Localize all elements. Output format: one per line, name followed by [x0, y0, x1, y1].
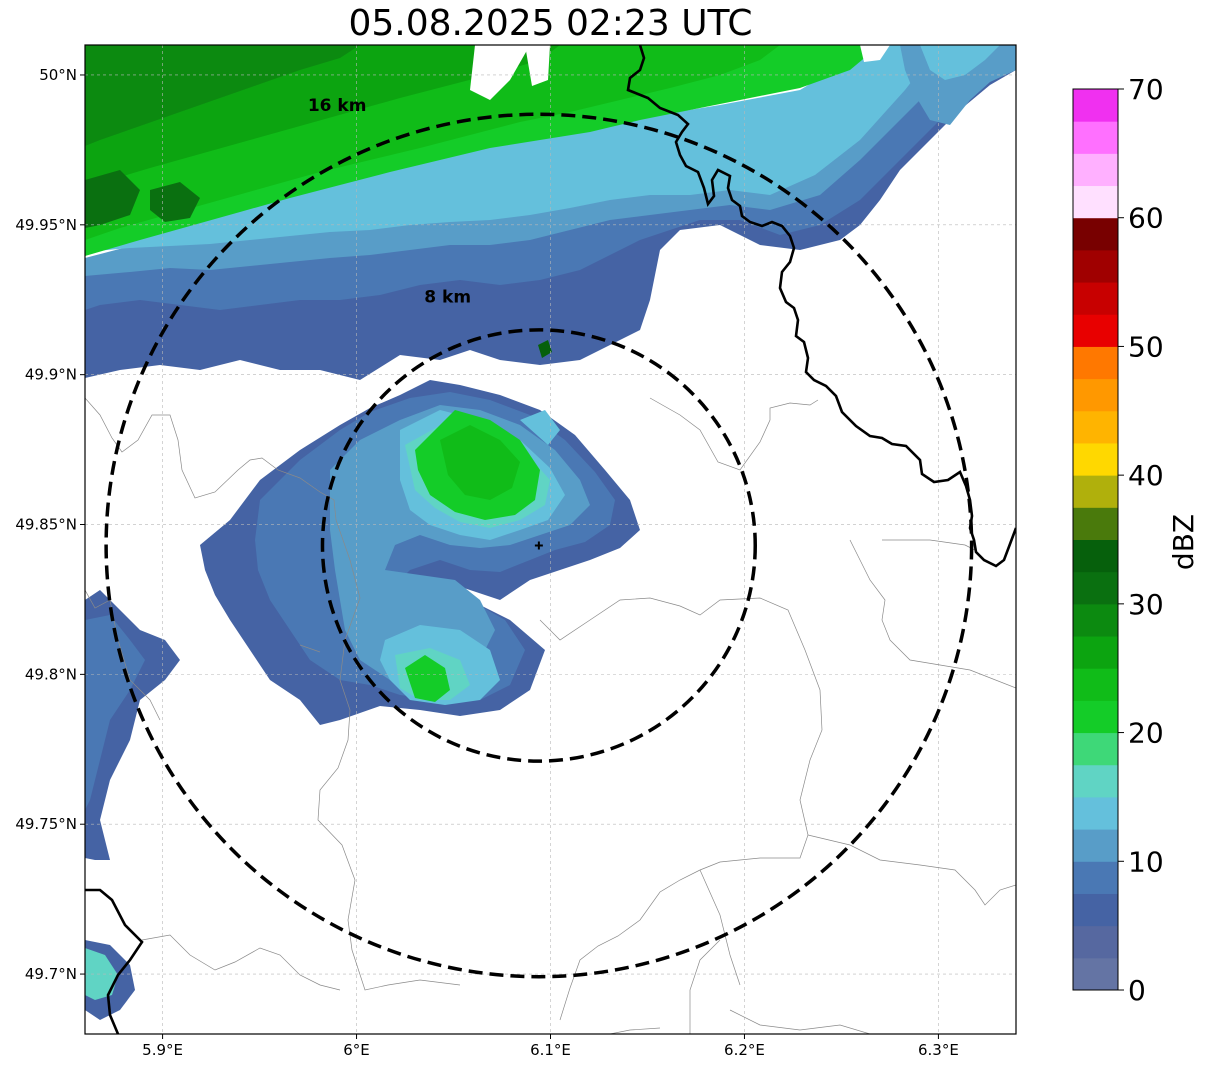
y-tick-label: 49.9°N: [25, 366, 77, 384]
national-borders: [85, 45, 1016, 1034]
radar-map[interactable]: 8 km 16 km 5.9°E 6°E 6.1°E 6.2°E 6.3°E 50°N 49…: [0, 0, 1040, 1069]
lat-lon-gridlines: [85, 45, 1016, 1034]
echo-gap: [860, 45, 890, 62]
colorbar-swatch: [1073, 410, 1118, 444]
latitude-axis: 50°N 49.95°N 49.9°N 49.85°N 49.8°N 49.75°N 49.…: [15, 66, 85, 983]
echo-region: [85, 45, 940, 252]
colorbar-swatch: [1073, 217, 1118, 251]
colorbar-swatch: [1073, 346, 1118, 380]
echo-region: [405, 655, 450, 702]
y-tick-label: 49.8°N: [25, 665, 77, 683]
colorbar-swatch: [1073, 957, 1118, 991]
range-ring-label: 8 km: [424, 288, 471, 308]
y-tick-label: 49.85°N: [15, 516, 77, 534]
colorbar-swatch: [1073, 89, 1118, 122]
map-title: 05.08.2025 02:23 UTC: [348, 3, 753, 44]
colorbar-swatch: [1073, 249, 1118, 283]
colorbar-swatch: [1073, 764, 1118, 798]
colorbar-label: dBZ: [1167, 514, 1200, 570]
colorbar-tick-label: 0: [1128, 974, 1146, 1007]
reflectivity-echoes: [85, 45, 1016, 1020]
colorbar-tick-label: 30: [1128, 588, 1164, 621]
colorbar-swatch: [1073, 893, 1118, 927]
colorbar-tick-label: 70: [1128, 73, 1164, 106]
colorbar-swatch: [1073, 861, 1118, 894]
colorbar-swatch: [1073, 668, 1118, 701]
echo-region: [920, 45, 1000, 80]
x-tick-label: 6.2°E: [724, 1041, 765, 1059]
colorbar-swatch: [1073, 121, 1118, 154]
echo-region: [520, 410, 560, 445]
echo-region: [85, 615, 145, 810]
colorbar-tick-label: 20: [1128, 717, 1164, 750]
colorbar-swatch: [1073, 603, 1118, 637]
x-tick-label: 6.3°E: [918, 1041, 959, 1059]
echo-gap: [525, 45, 550, 86]
x-tick-label: 5.9°E: [142, 1041, 183, 1059]
colorbar-tick-label: 50: [1128, 330, 1164, 363]
y-tick-label: 49.75°N: [15, 815, 77, 833]
echo-region: [85, 170, 140, 228]
colorbar-swatch: [1073, 571, 1118, 605]
echo-region: [538, 340, 552, 358]
colorbar-swatches: [1073, 89, 1118, 991]
echo-region: [85, 45, 360, 146]
radar-site-marker: [534, 541, 543, 550]
range-ring: [320, 328, 757, 763]
x-tick-label: 6°E: [343, 1041, 370, 1059]
colorbar-swatch: [1073, 829, 1118, 862]
range-ring: [104, 112, 974, 979]
longitude-axis: 5.9°E 6°E 6.1°E 6.2°E 6.3°E: [142, 1034, 959, 1059]
admin-borders: [85, 397, 1016, 1034]
colorbar-swatch: [1073, 796, 1118, 830]
colorbar-swatch: [1073, 507, 1118, 540]
colorbar-swatch: [1073, 185, 1118, 219]
range-ring-label: 16 km: [308, 96, 367, 116]
colorbar-frame: [1072, 88, 1119, 991]
colorbar-swatch: [1073, 314, 1118, 347]
x-tick-label: 6.1°E: [530, 1041, 571, 1059]
y-tick-label: 49.95°N: [15, 216, 77, 234]
range-rings: 8 km 16 km: [104, 96, 974, 979]
colorbar-swatch: [1073, 475, 1118, 508]
colorbar-swatch: [1073, 539, 1118, 573]
echo-region: [440, 425, 520, 500]
colorbar-swatch: [1073, 282, 1118, 315]
y-tick-label: 49.7°N: [25, 965, 77, 983]
colorbar-swatch: [1073, 153, 1118, 187]
colorbar-swatch: [1073, 378, 1118, 412]
colorbar-swatch: [1073, 925, 1118, 959]
y-tick-label: 50°N: [39, 66, 77, 84]
colorbar-swatch: [1073, 732, 1118, 766]
echo-gap: [470, 45, 530, 100]
colorbar-tick-label: 60: [1128, 202, 1164, 235]
colorbar-tick-label: 10: [1128, 845, 1164, 878]
colorbar-swatch: [1073, 636, 1118, 669]
colorbar-ticks: 0 10 20 30 40 50 60 70: [1118, 73, 1164, 1007]
colorbar-tick-label: 40: [1128, 459, 1164, 492]
colorbar-swatch: [1073, 442, 1118, 476]
colorbar-swatch: [1073, 700, 1118, 734]
echo-region: [85, 948, 118, 1000]
